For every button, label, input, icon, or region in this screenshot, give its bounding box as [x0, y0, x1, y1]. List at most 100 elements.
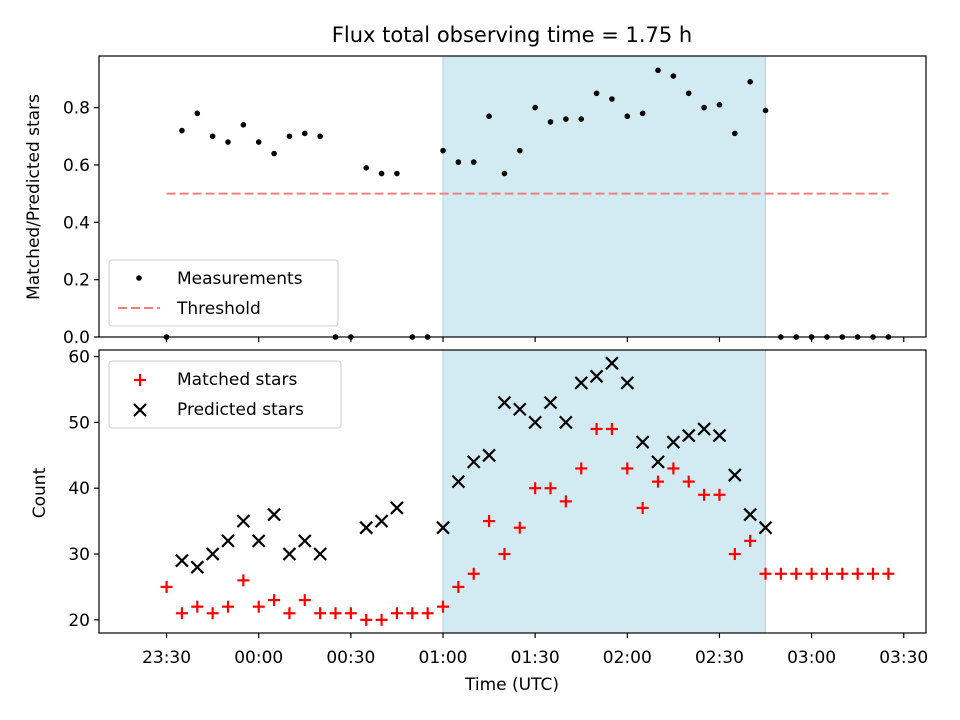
- predicted-stars-point: [282, 547, 297, 561]
- matched-stars-point: [191, 600, 204, 613]
- measurement-point: [516, 147, 523, 154]
- predicted-stars-point: [605, 356, 619, 370]
- bottom-ytick-label-1: 30: [68, 545, 90, 565]
- bottom-ytick-label-3: 50: [68, 413, 90, 433]
- matched-stars-point: [329, 607, 342, 620]
- predicted-stars-point: [728, 468, 742, 482]
- top-ylabel: Matched/Predicted stars: [24, 94, 44, 300]
- measurement-point: [378, 170, 385, 177]
- matched-stars-point: [513, 521, 526, 534]
- matched-stars-point: [836, 567, 849, 580]
- measurement-point: [225, 139, 231, 145]
- matched-stars-point: [406, 607, 419, 620]
- predicted-stars-point: [559, 415, 573, 430]
- predicted-stars-point: [298, 534, 312, 548]
- matched-stars-point: [867, 567, 880, 580]
- top-panel: 0.00.20.40.60.8 Matched/Predicted stars …: [24, 55, 927, 348]
- matched-stars-point: [805, 567, 818, 580]
- matched-stars-point: [390, 607, 403, 620]
- measurement-point: [301, 130, 308, 137]
- matched-stars-point: [160, 580, 173, 593]
- matched-stars-point: [375, 613, 388, 626]
- predicted-stars-point: [758, 520, 773, 535]
- bottom-ytick-label-0: 20: [68, 611, 90, 631]
- predicted-stars-point: [497, 395, 512, 410]
- matched-stars-point: [252, 600, 265, 613]
- legend-matched-label: Matched stars: [177, 370, 297, 390]
- matched-stars-point: [790, 567, 803, 580]
- x-tick-label-8: 03:30: [879, 648, 928, 668]
- matched-stars-point: [882, 567, 895, 580]
- predicted-stars-point: [267, 507, 281, 522]
- legend-measurements-marker: [136, 275, 142, 281]
- predicted-stars-point: [390, 501, 404, 515]
- bottom-legend: Matched stars Predicted stars: [108, 360, 342, 429]
- x-axis-label: Time (UTC): [464, 675, 559, 695]
- measurement-point: [716, 101, 723, 108]
- top-ytick-label-2: 0.4: [63, 213, 90, 233]
- x-tick-label-6: 02:30: [695, 648, 744, 668]
- measurement-point: [194, 110, 201, 117]
- measurement-point: [685, 90, 692, 97]
- bottom-legend-box: [108, 360, 342, 429]
- matched-stars-point: [298, 594, 311, 607]
- legend-threshold-label: Threshold: [176, 299, 261, 319]
- predicted-stars-point: [205, 547, 220, 561]
- measurement-point: [547, 119, 554, 125]
- predicted-stars-point: [712, 428, 727, 443]
- x-tick-label-7: 03:00: [787, 648, 836, 668]
- matched-stars-point: [759, 567, 772, 580]
- predicted-stars-point: [620, 376, 635, 390]
- matched-stars-point: [314, 607, 327, 620]
- measurement-point: [609, 96, 615, 102]
- measurement-point: [363, 165, 370, 171]
- x-tick-label-5: 02:00: [603, 648, 652, 668]
- matched-stars-point: [575, 462, 588, 475]
- measurement-point: [701, 104, 707, 111]
- matched-stars-point: [344, 607, 357, 620]
- legend-matched-marker: [134, 374, 146, 386]
- bottom-panel: 20 30 40 50 60 23:30 00:00 00:30 01:00 01:30 02:00…: [30, 348, 928, 668]
- x-tick-label-4: 01:30: [511, 648, 560, 668]
- predicted-stars-point: [513, 402, 527, 417]
- matched-stars-point: [237, 574, 250, 587]
- predicted-stars-point: [697, 422, 711, 436]
- predicted-stars-point: [589, 369, 604, 384]
- predicted-stars-point: [436, 520, 450, 535]
- matched-stars-point: [621, 462, 634, 475]
- top-legend: Measurements Threshold: [108, 259, 339, 327]
- matched-stars-point: [682, 475, 695, 488]
- matched-stars-point: [283, 607, 296, 620]
- matched-stars-point: [498, 548, 511, 561]
- matched-stars-point: [437, 600, 450, 613]
- x-tick-label-3: 01:00: [419, 648, 468, 668]
- measurement-point: [317, 133, 323, 140]
- top-ytick-label-4: 0.8: [63, 99, 90, 119]
- top-ytick-label-3: 0.6: [63, 156, 90, 176]
- measurement-point: [593, 90, 600, 97]
- predicted-stars-point: [374, 514, 389, 528]
- measurement-point: [470, 159, 477, 165]
- matched-stars-point: [652, 475, 665, 488]
- predicted-stars-point: [236, 514, 251, 528]
- measurement-point: [501, 170, 508, 177]
- measurement-point: [563, 116, 569, 122]
- measurement-point: [655, 67, 661, 74]
- matched-stars-point: [175, 607, 188, 620]
- top-ytick-label-0: 0.0: [63, 328, 90, 348]
- bottom-ylabel: Count: [30, 467, 50, 518]
- predicted-stars-point: [528, 415, 542, 430]
- measurement-point: [240, 122, 247, 128]
- matched-stars-point: [559, 495, 572, 508]
- predicted-stars-point: [482, 448, 496, 463]
- measurement-point: [179, 127, 185, 134]
- measurement-point: [209, 133, 216, 140]
- predicted-stars-point: [635, 435, 650, 449]
- measurement-point: [747, 79, 753, 85]
- predicted-stars-point: [313, 547, 327, 561]
- measurement-point: [486, 113, 492, 120]
- predicted-stars-point: [574, 376, 589, 390]
- x-tick-label-0: 23:30: [142, 648, 191, 668]
- matched-stars-point: [452, 580, 465, 593]
